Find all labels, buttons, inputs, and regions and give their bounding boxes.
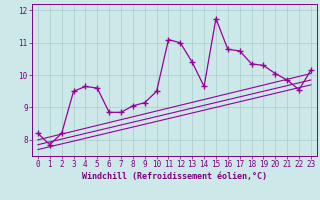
X-axis label: Windchill (Refroidissement éolien,°C): Windchill (Refroidissement éolien,°C) xyxy=(82,172,267,181)
